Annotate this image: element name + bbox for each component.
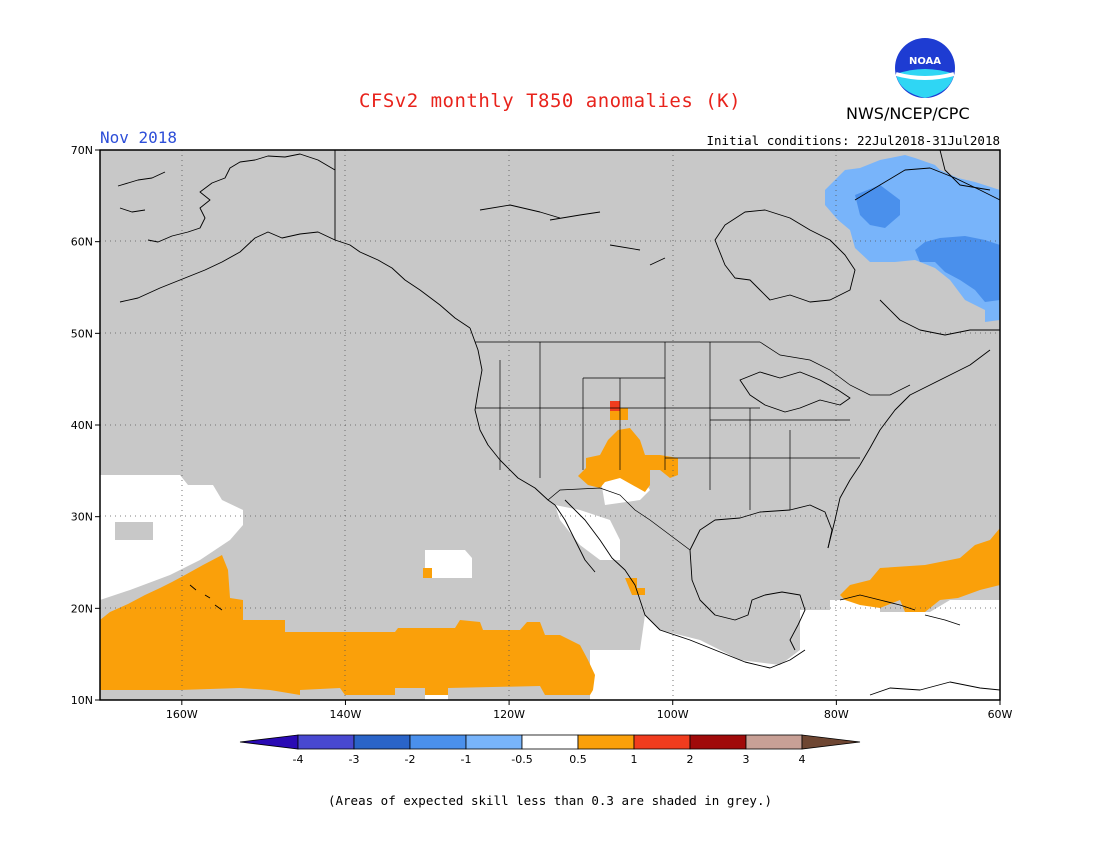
warm-anomaly-pacific-small — [423, 568, 432, 578]
noaa-logo-text: NOAA — [909, 56, 941, 67]
warm-anomaly-pacific — [100, 555, 595, 695]
colorbar-tick-label: -2 — [405, 753, 416, 766]
lon-tick-label: 140W — [330, 708, 362, 721]
cool-anomaly-labrador-core — [855, 185, 1000, 302]
lat-tick-label: 20N — [71, 602, 93, 615]
near-normal-pacific-west — [100, 475, 243, 600]
colorbar-segment — [353, 734, 411, 750]
agency-label: NWS/NCEP/CPC — [846, 104, 970, 123]
lat-tick-label: 70N — [71, 144, 93, 157]
lat-tick-label: 30N — [71, 511, 93, 524]
colorbar-tick-label: 3 — [743, 753, 750, 766]
colorbar-segment — [689, 734, 747, 750]
warm-spot-colorado — [610, 401, 620, 411]
colorbar-tick-label: 0.5 — [569, 753, 587, 766]
noaa-logo: NOAA — [895, 38, 955, 98]
colorbar-segment — [633, 734, 691, 750]
colorbar-tick-label: -1 — [461, 753, 472, 766]
coastlines — [117, 149, 1001, 696]
colorbar-segment — [465, 734, 523, 750]
lon-tick-label: 60W — [988, 708, 1013, 721]
valid-month: Nov 2018 — [100, 128, 178, 147]
colorbar-segment — [297, 734, 355, 750]
latitude-axis: 70N 60N 50N 40N 30N 20N 10N — [71, 144, 100, 707]
gridlines — [100, 150, 1000, 700]
lat-tick-label: 10N — [71, 694, 93, 707]
colorbar-tick-label: 4 — [799, 753, 806, 766]
longitude-axis: 160W 140W 120W 100W 80W 60W — [166, 700, 1013, 721]
lon-tick-label: 120W — [493, 708, 525, 721]
colorbar-segment — [409, 734, 467, 750]
near-normal-central-america-pacific — [590, 600, 1000, 700]
map-title: CFSv2 monthly T850 anomalies (K) — [358, 90, 742, 112]
map-area — [99, 149, 1001, 701]
colorbar-segment — [521, 734, 579, 750]
political-borders — [475, 341, 911, 551]
colorbar: -4 -3 -2 -1 -0.5 0.5 1 2 3 4 — [239, 734, 861, 766]
colorbar-segment — [745, 734, 803, 750]
colorbar-tick-label: 2 — [687, 753, 694, 766]
colorbar-upper-arrow — [801, 734, 861, 750]
initial-conditions: Initial conditions: 22Jul2018-31Jul2018 — [706, 133, 1001, 148]
warm-anomaly-southwest-us — [578, 428, 678, 492]
near-normal-pacific-small — [425, 550, 472, 578]
lon-tick-label: 100W — [657, 708, 689, 721]
lon-tick-label: 80W — [824, 708, 849, 721]
colorbar-tick-label: 1 — [631, 753, 638, 766]
colorbar-lower-arrow — [239, 734, 299, 750]
lon-tick-label: 160W — [166, 708, 198, 721]
warm-anomaly-caribbean — [840, 528, 1000, 612]
colorbar-segment — [577, 734, 635, 750]
near-normal-grey-patch — [115, 522, 153, 540]
colorbar-tick-label: -3 — [349, 753, 360, 766]
colorbar-tick-label: -0.5 — [511, 753, 532, 766]
lat-tick-label: 60N — [71, 236, 93, 249]
lat-tick-label: 40N — [71, 419, 93, 432]
footnote: (Areas of expected skill less than 0.3 a… — [327, 793, 772, 808]
warm-anomaly-mexico-small — [625, 578, 645, 595]
lat-tick-label: 50N — [71, 327, 93, 340]
colorbar-tick-label: -4 — [293, 753, 304, 766]
